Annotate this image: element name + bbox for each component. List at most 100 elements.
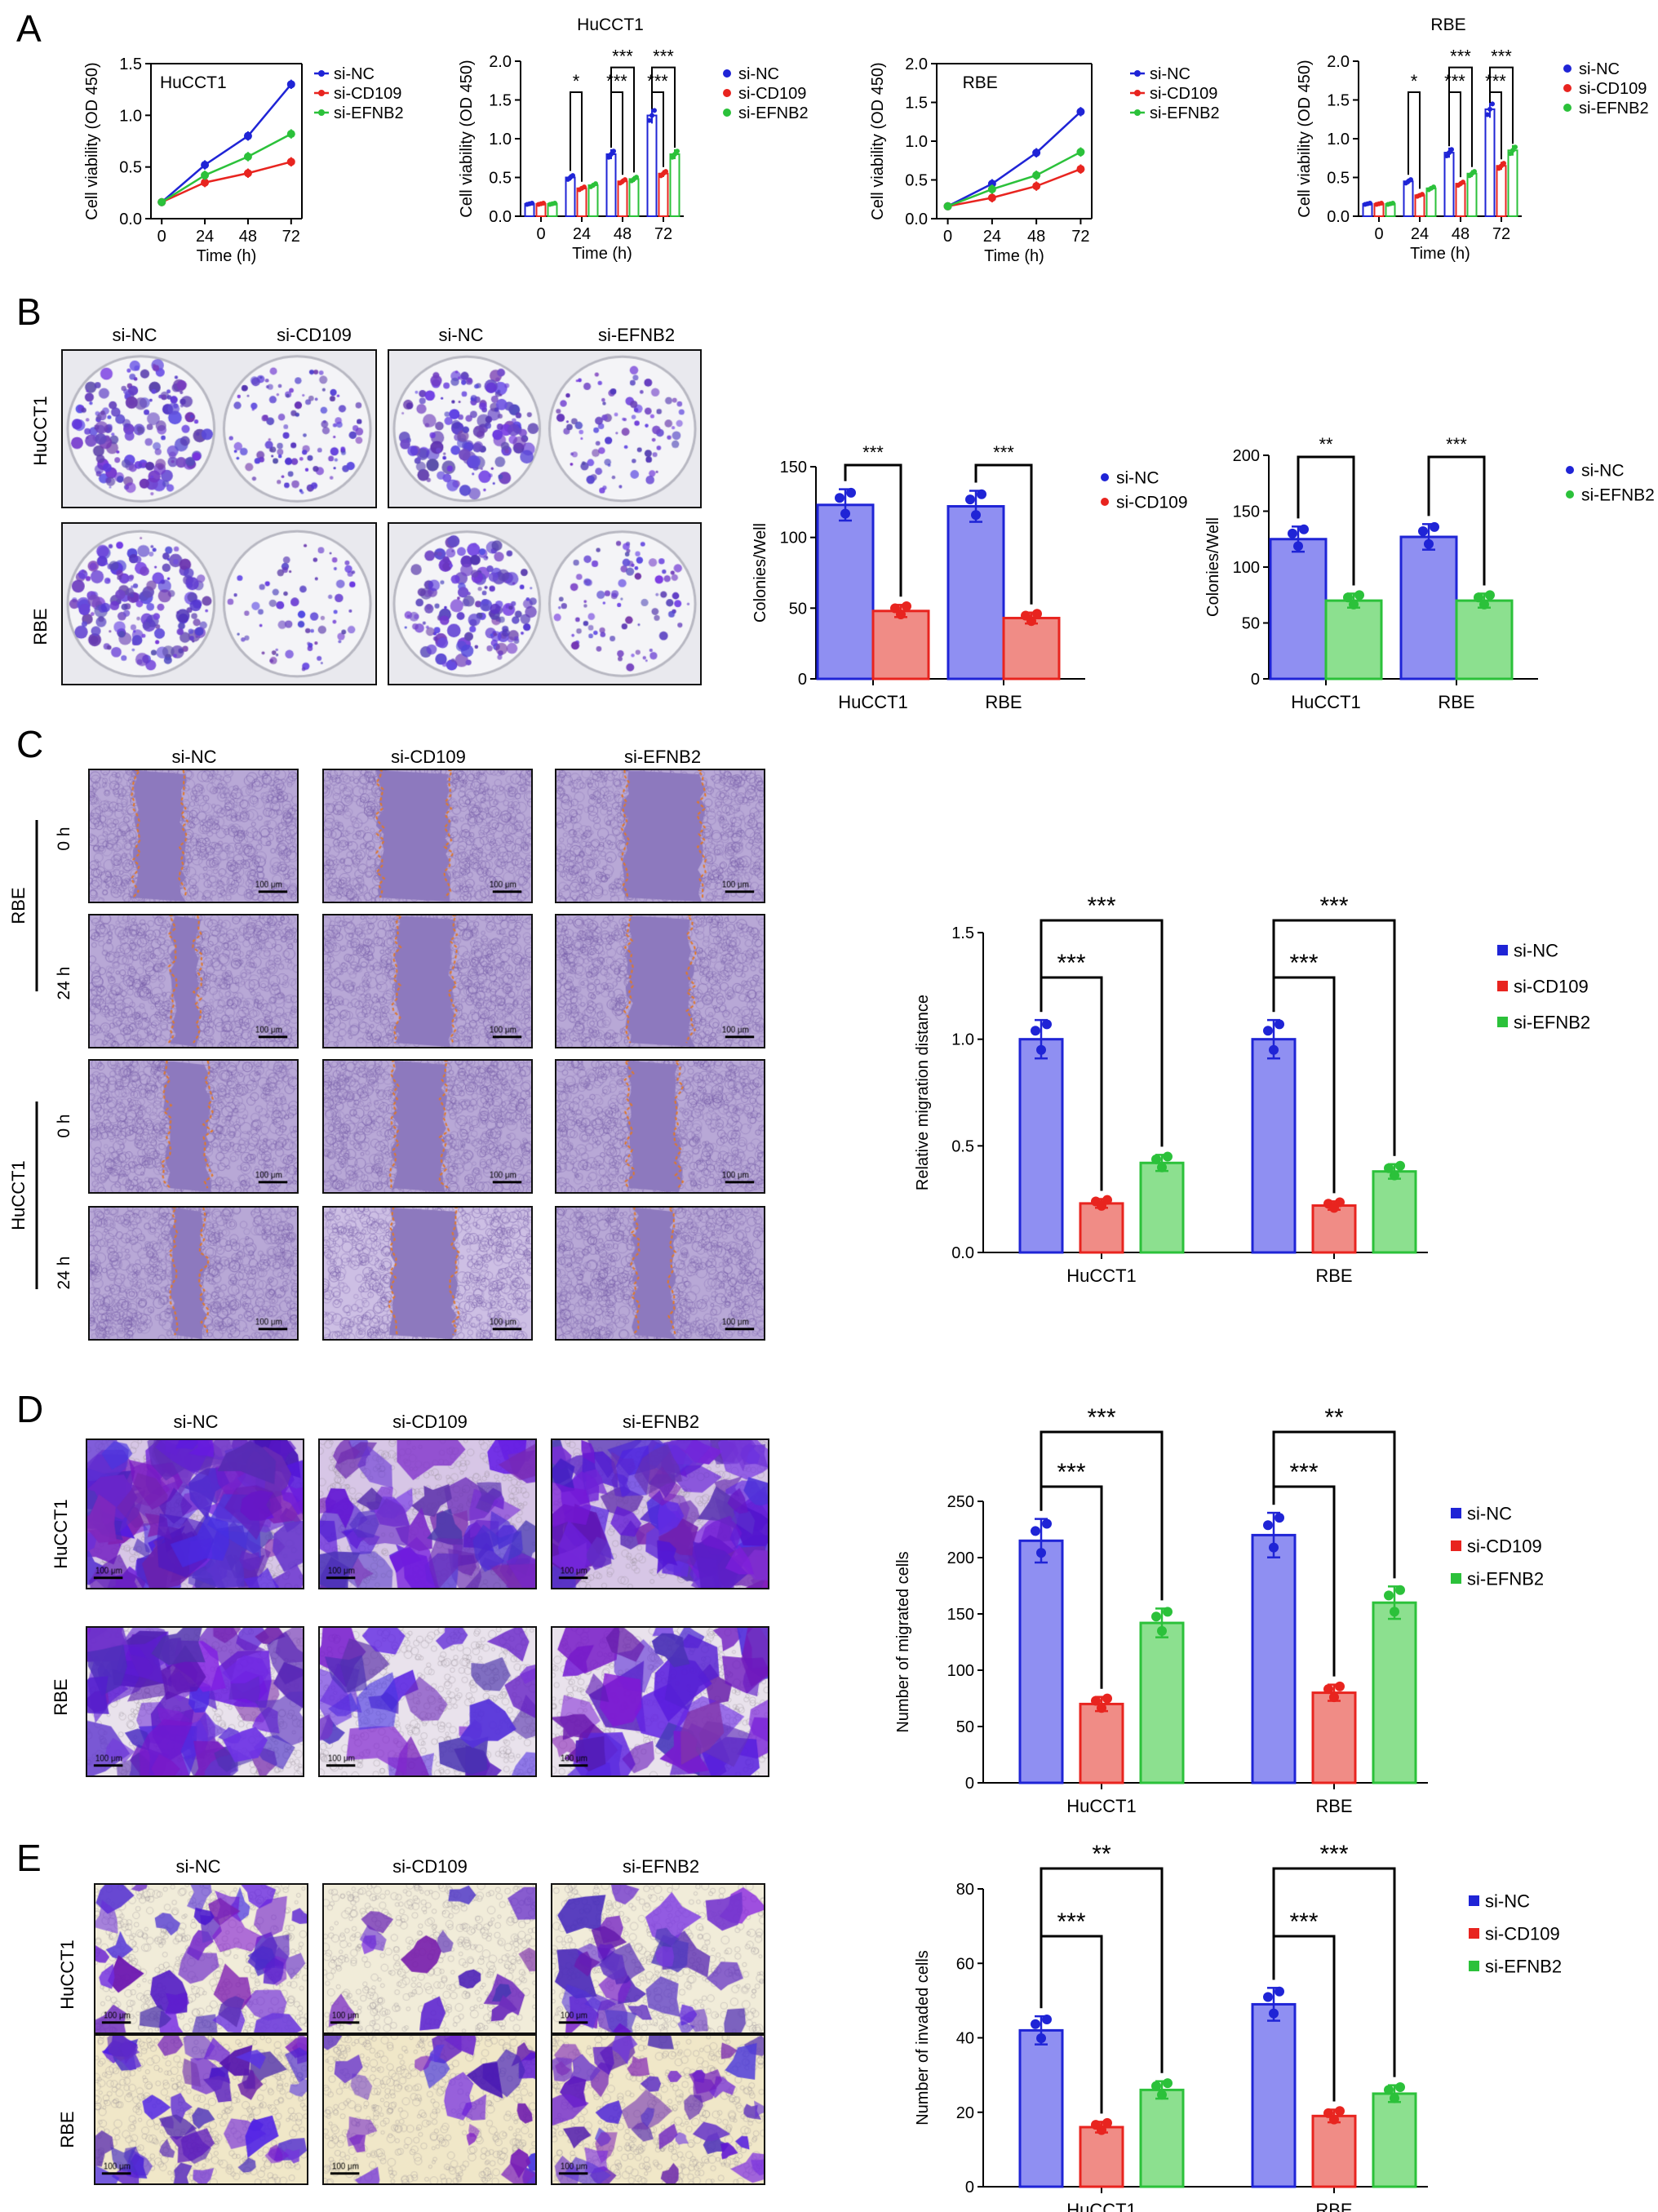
y-tick-label: 2.0 [1327, 53, 1350, 71]
row-label: RBE [51, 1678, 71, 1715]
bar [1372, 1601, 1417, 1784]
bar [1311, 2114, 1357, 2188]
invasion-image-r1-c3 [551, 1883, 765, 2034]
x-axis-label: Time (h) [197, 247, 257, 265]
data-point [1102, 2117, 1112, 2128]
legend-marker [1497, 981, 1508, 991]
bar [565, 176, 576, 217]
y-tick-label: 0.5 [951, 1137, 974, 1155]
y-tick-label: 100 [780, 530, 807, 547]
data-point [1032, 149, 1041, 157]
bar [1484, 108, 1496, 217]
data-point [1151, 2081, 1161, 2091]
y-tick-label: 1.0 [489, 131, 512, 149]
x-axis-label: Time (h) [1410, 245, 1470, 263]
data-point [1263, 1992, 1273, 2002]
legend-label: si-CD109 [1514, 977, 1589, 997]
y-tick-label: 2.0 [905, 55, 928, 73]
wound-image-r1-c1 [88, 769, 299, 903]
data-point [1032, 171, 1041, 180]
data-point [1390, 2093, 1399, 2103]
data-point [1501, 161, 1506, 166]
data-point [1036, 1044, 1046, 1055]
panel-letter-d: D [16, 1388, 44, 1430]
data-point [611, 149, 616, 154]
data-point [890, 603, 900, 614]
data-point [846, 487, 856, 498]
y-axis-label: Cell viability (OD 450) [83, 62, 101, 219]
data-point [943, 202, 952, 211]
y-tick-label: 100 [947, 1662, 974, 1680]
legend-label: si-EFNB2 [1514, 1013, 1590, 1033]
panel-letter-c: C [16, 723, 44, 765]
legend-marker [1134, 70, 1141, 77]
col-label: si-NC [172, 747, 217, 767]
data-point [896, 609, 906, 619]
legend-marker [1469, 1928, 1479, 1939]
panel-letter-e: E [16, 1837, 42, 1879]
x-axis-label: Time (h) [984, 247, 1044, 265]
row-label: HuCCT1 [57, 1939, 78, 2010]
data-point [1323, 2108, 1333, 2118]
data-point [1032, 182, 1041, 191]
x-tick-label: 0 [536, 225, 545, 243]
series-line [947, 168, 1081, 208]
bar [1251, 1038, 1297, 1254]
data-point [1354, 590, 1364, 601]
x-tick-label: 24 [1411, 225, 1429, 243]
legend-marker [1497, 945, 1508, 955]
significance-label: *** [647, 71, 668, 91]
invasion-image-r2-c3 [551, 2034, 765, 2185]
significance-label: *** [1491, 47, 1512, 67]
y-tick-label: 1.0 [1327, 131, 1350, 149]
bar [1372, 2092, 1417, 2188]
bar [1425, 187, 1437, 218]
data-point [243, 153, 252, 161]
x-tick-label: RBE [1315, 2200, 1352, 2212]
data-point [1275, 1513, 1284, 1523]
bar [628, 178, 640, 217]
data-point [1102, 1693, 1112, 1704]
data-point [1042, 2014, 1052, 2024]
data-point [1472, 169, 1477, 175]
col-label: si-NC [176, 1856, 221, 1877]
significance-bracket [1272, 1867, 1396, 2077]
bar [1139, 2088, 1185, 2188]
legend-label: si-EFNB2 [1579, 100, 1649, 117]
y-axis-label: Cell viability (OD 450) [458, 60, 476, 217]
data-point [1032, 609, 1042, 619]
legend-label: si-EFNB2 [334, 104, 404, 122]
data-point [286, 80, 295, 89]
y-tick-label: 20 [956, 2104, 974, 2122]
y-tick-label: 1.5 [119, 55, 142, 73]
data-point [1269, 1044, 1279, 1055]
data-point [1485, 112, 1490, 117]
data-point [977, 489, 986, 499]
data-point [1036, 1548, 1046, 1558]
data-point [647, 117, 652, 123]
y-tick-label: 0 [965, 1775, 974, 1793]
data-point [1157, 1625, 1167, 1636]
significance-label: *** [1319, 893, 1348, 920]
significance-bracket [570, 91, 583, 182]
wound-image-r2-c1 [88, 914, 299, 1048]
data-point [1474, 592, 1483, 603]
data-point [1042, 1019, 1052, 1030]
legend-marker [318, 90, 325, 96]
data-point [1293, 541, 1303, 552]
data-point [1335, 1197, 1345, 1208]
panel-letter-a: A [16, 7, 42, 50]
data-point [675, 149, 680, 154]
x-tick-label: 24 [573, 225, 591, 243]
legend-label: si-CD109 [334, 85, 401, 103]
data-point [1097, 1703, 1106, 1713]
x-tick-label: HuCCT1 [838, 692, 908, 712]
significance-label: * [1411, 71, 1418, 91]
y-tick-label: 2.0 [489, 53, 512, 71]
x-tick-label: 0 [1374, 225, 1383, 243]
significance-label: * [573, 71, 580, 91]
time-label: 0 h [55, 1114, 73, 1137]
data-point [1263, 1026, 1273, 1036]
data-point [965, 494, 975, 505]
